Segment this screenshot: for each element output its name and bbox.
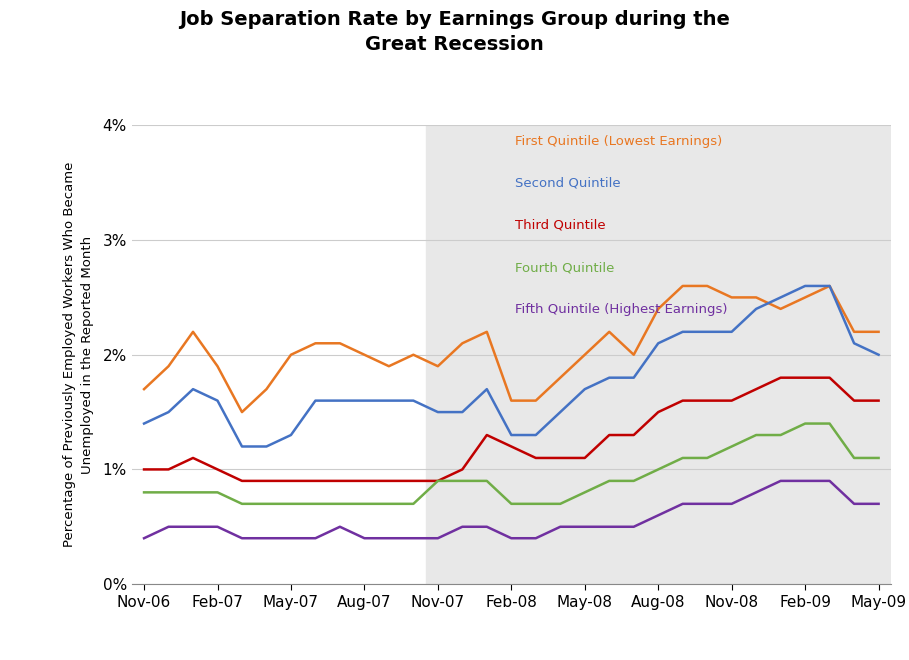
Y-axis label: Percentage of Previously Employed Workers Who Became
Unemployed in the Reported : Percentage of Previously Employed Worker… — [64, 162, 95, 547]
Bar — [425, 125, 891, 584]
Text: Third Quintile: Third Quintile — [515, 219, 605, 232]
Text: of: of — [145, 636, 159, 649]
Text: Job Separation Rate by Earnings Group during the
Great Recession: Job Separation Rate by Earnings Group du… — [179, 10, 730, 54]
Text: Fourth Quintile: Fourth Quintile — [515, 261, 614, 274]
Text: St. Louis: St. Louis — [162, 636, 221, 649]
Text: Second Quintile: Second Quintile — [515, 177, 621, 190]
Text: Fifth Quintile (Highest Earnings): Fifth Quintile (Highest Earnings) — [515, 304, 727, 316]
Text: Federal Reserve Bank: Federal Reserve Bank — [11, 636, 166, 649]
Text: First Quintile (Lowest Earnings): First Quintile (Lowest Earnings) — [515, 135, 723, 148]
